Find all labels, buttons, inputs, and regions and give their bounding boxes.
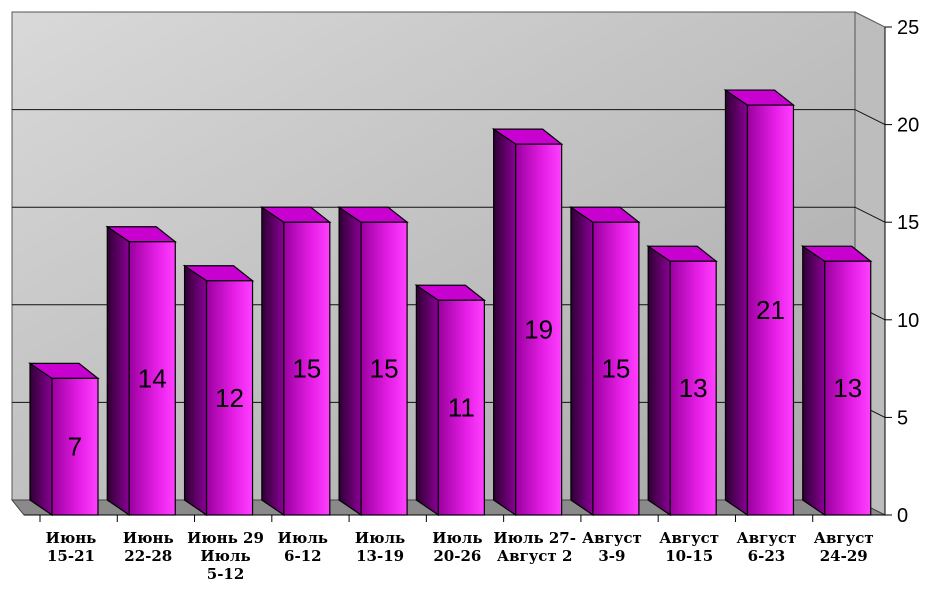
- data-label: 15: [370, 354, 399, 384]
- x-tick-label: Июль 13-19: [355, 529, 405, 565]
- bar-side: [106, 225, 130, 517]
- data-label: 13: [833, 373, 862, 403]
- bar-front: [283, 221, 331, 516]
- bar-side: [183, 264, 208, 517]
- bar: 14: [105, 225, 178, 517]
- bar: 12: [182, 264, 255, 517]
- bar-front: [51, 377, 99, 516]
- y-axis: 0 5 10 15 20 25: [884, 17, 919, 527]
- bar-front: [515, 143, 563, 516]
- x-tick-label: Июль 20-26: [432, 529, 482, 565]
- bar: 13: [800, 245, 873, 517]
- gridline: [12, 109, 886, 126]
- x-tick-label: Август 10-15: [659, 529, 719, 565]
- x-tick-label: Июль 27-Август 2: [493, 529, 576, 565]
- bar: 13: [646, 245, 718, 517]
- y-tick-label: 5: [897, 407, 908, 429]
- data-label: 13: [679, 373, 708, 403]
- y-tick-label: 10: [897, 310, 919, 332]
- bar: 15: [259, 206, 332, 517]
- data-label: 15: [601, 354, 630, 384]
- bar-side: [338, 206, 362, 517]
- bar-side: [570, 206, 594, 517]
- bar: 7: [28, 362, 100, 517]
- data-label: 7: [68, 432, 82, 462]
- data-label: 15: [292, 354, 321, 384]
- data-label: 21: [756, 295, 785, 325]
- y-tick-label: 0: [897, 505, 908, 527]
- data-label: 12: [215, 383, 244, 413]
- x-tick-label: Июль 6-12: [278, 529, 328, 565]
- bar-front: [592, 221, 640, 516]
- bar: 15: [337, 206, 409, 517]
- x-tick-label: Июнь 29 Июль 5-12: [187, 529, 264, 583]
- bar-front: [437, 299, 485, 516]
- y-tick-label: 20: [897, 115, 919, 137]
- y-tick-label: 25: [897, 17, 919, 39]
- bar-side: [724, 88, 749, 517]
- bar-side: [802, 245, 826, 517]
- x-axis: Июнь 15-21 Июнь 22-28 Июнь 29 Июль 5-12 Июль 6-1…: [24, 514, 885, 583]
- bar: 19: [491, 127, 564, 517]
- bars: 7 14 12 15 15 11 19 15 13 21 13: [28, 88, 873, 517]
- x-tick-label: Август 6-23: [737, 529, 797, 565]
- bar-front: [205, 280, 254, 516]
- bar-side: [493, 127, 517, 517]
- x-tick-label: Июнь 22-28: [123, 529, 174, 565]
- x-tick-label: Июнь 15-21: [46, 529, 97, 565]
- bar-front: [128, 241, 176, 516]
- bar-side: [415, 284, 439, 517]
- data-label: 14: [138, 363, 167, 393]
- data-label: 11: [448, 393, 475, 423]
- x-tick-label: Август 3-9: [582, 529, 642, 565]
- x-tick-label: Август 24-29: [814, 529, 874, 565]
- data-label: 19: [524, 315, 553, 345]
- bar: 11: [414, 284, 487, 517]
- bar: 21: [723, 88, 796, 517]
- bar-side: [29, 362, 53, 517]
- y-tick-label: 15: [897, 212, 919, 234]
- bar-front: [746, 104, 795, 516]
- bar: 15: [568, 206, 641, 517]
- bar-side: [647, 245, 671, 517]
- bar-side: [261, 206, 285, 517]
